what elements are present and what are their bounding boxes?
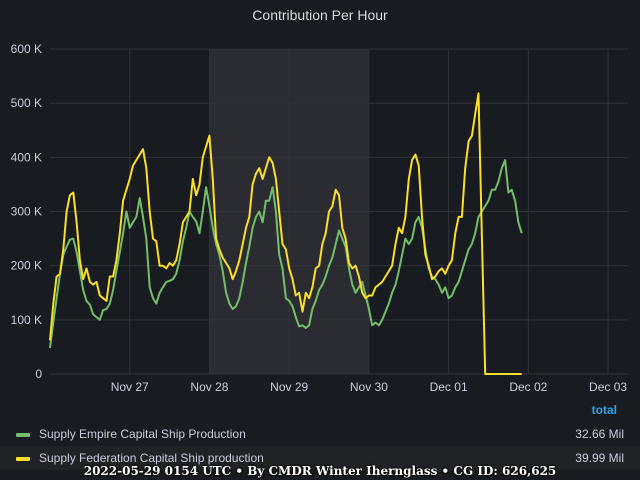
- legend-series-total: 39.99 Mil: [575, 451, 624, 465]
- x-tick-label: Nov 27: [111, 380, 149, 394]
- x-tick-label: Nov 30: [350, 380, 388, 394]
- y-tick-label: 500 K: [11, 96, 42, 110]
- line-chart[interactable]: 0 100 K 200 K 300 K 400 K 500 K 600 K Nov 27 Nov…: [0, 0, 640, 400]
- x-tick-label: Dec 01: [430, 380, 468, 394]
- x-tick-label: Nov 28: [190, 380, 228, 394]
- legend-series-name[interactable]: Supply Empire Capital Ship Production: [39, 427, 246, 441]
- legend-column-header[interactable]: total: [591, 403, 617, 417]
- legend-swatch-federation: [16, 457, 30, 461]
- y-tick-label: 400 K: [11, 150, 42, 164]
- series-line-empire[interactable]: [49, 159, 523, 349]
- legend-row-federation[interactable]: Supply Federation Capital Ship productio…: [0, 446, 640, 470]
- x-tick-label: Nov 29: [270, 380, 308, 394]
- chart-title: Contribution Per Hour: [252, 7, 388, 23]
- attribution-footer: 2022-05-29 0154 UTC • By CMDR Winter Ihe…: [83, 464, 557, 478]
- x-tick-label: Dec 03: [589, 380, 627, 394]
- legend-row-empire[interactable]: Supply Empire Capital Ship Production 32…: [0, 422, 640, 446]
- legend-swatch-empire: [16, 433, 30, 437]
- y-tick-label: 0: [35, 367, 42, 381]
- x-tick-label: Dec 02: [509, 380, 547, 394]
- y-tick-label: 300 K: [11, 205, 42, 219]
- y-tick-label: 100 K: [11, 313, 42, 327]
- legend-series-name[interactable]: Supply Federation Capital Ship productio…: [39, 451, 264, 465]
- series-line-federation[interactable]: [49, 92, 522, 375]
- legend-series-total: 32.66 Mil: [575, 427, 624, 441]
- y-tick-label: 600 K: [11, 42, 42, 56]
- y-tick-label: 200 K: [11, 259, 42, 273]
